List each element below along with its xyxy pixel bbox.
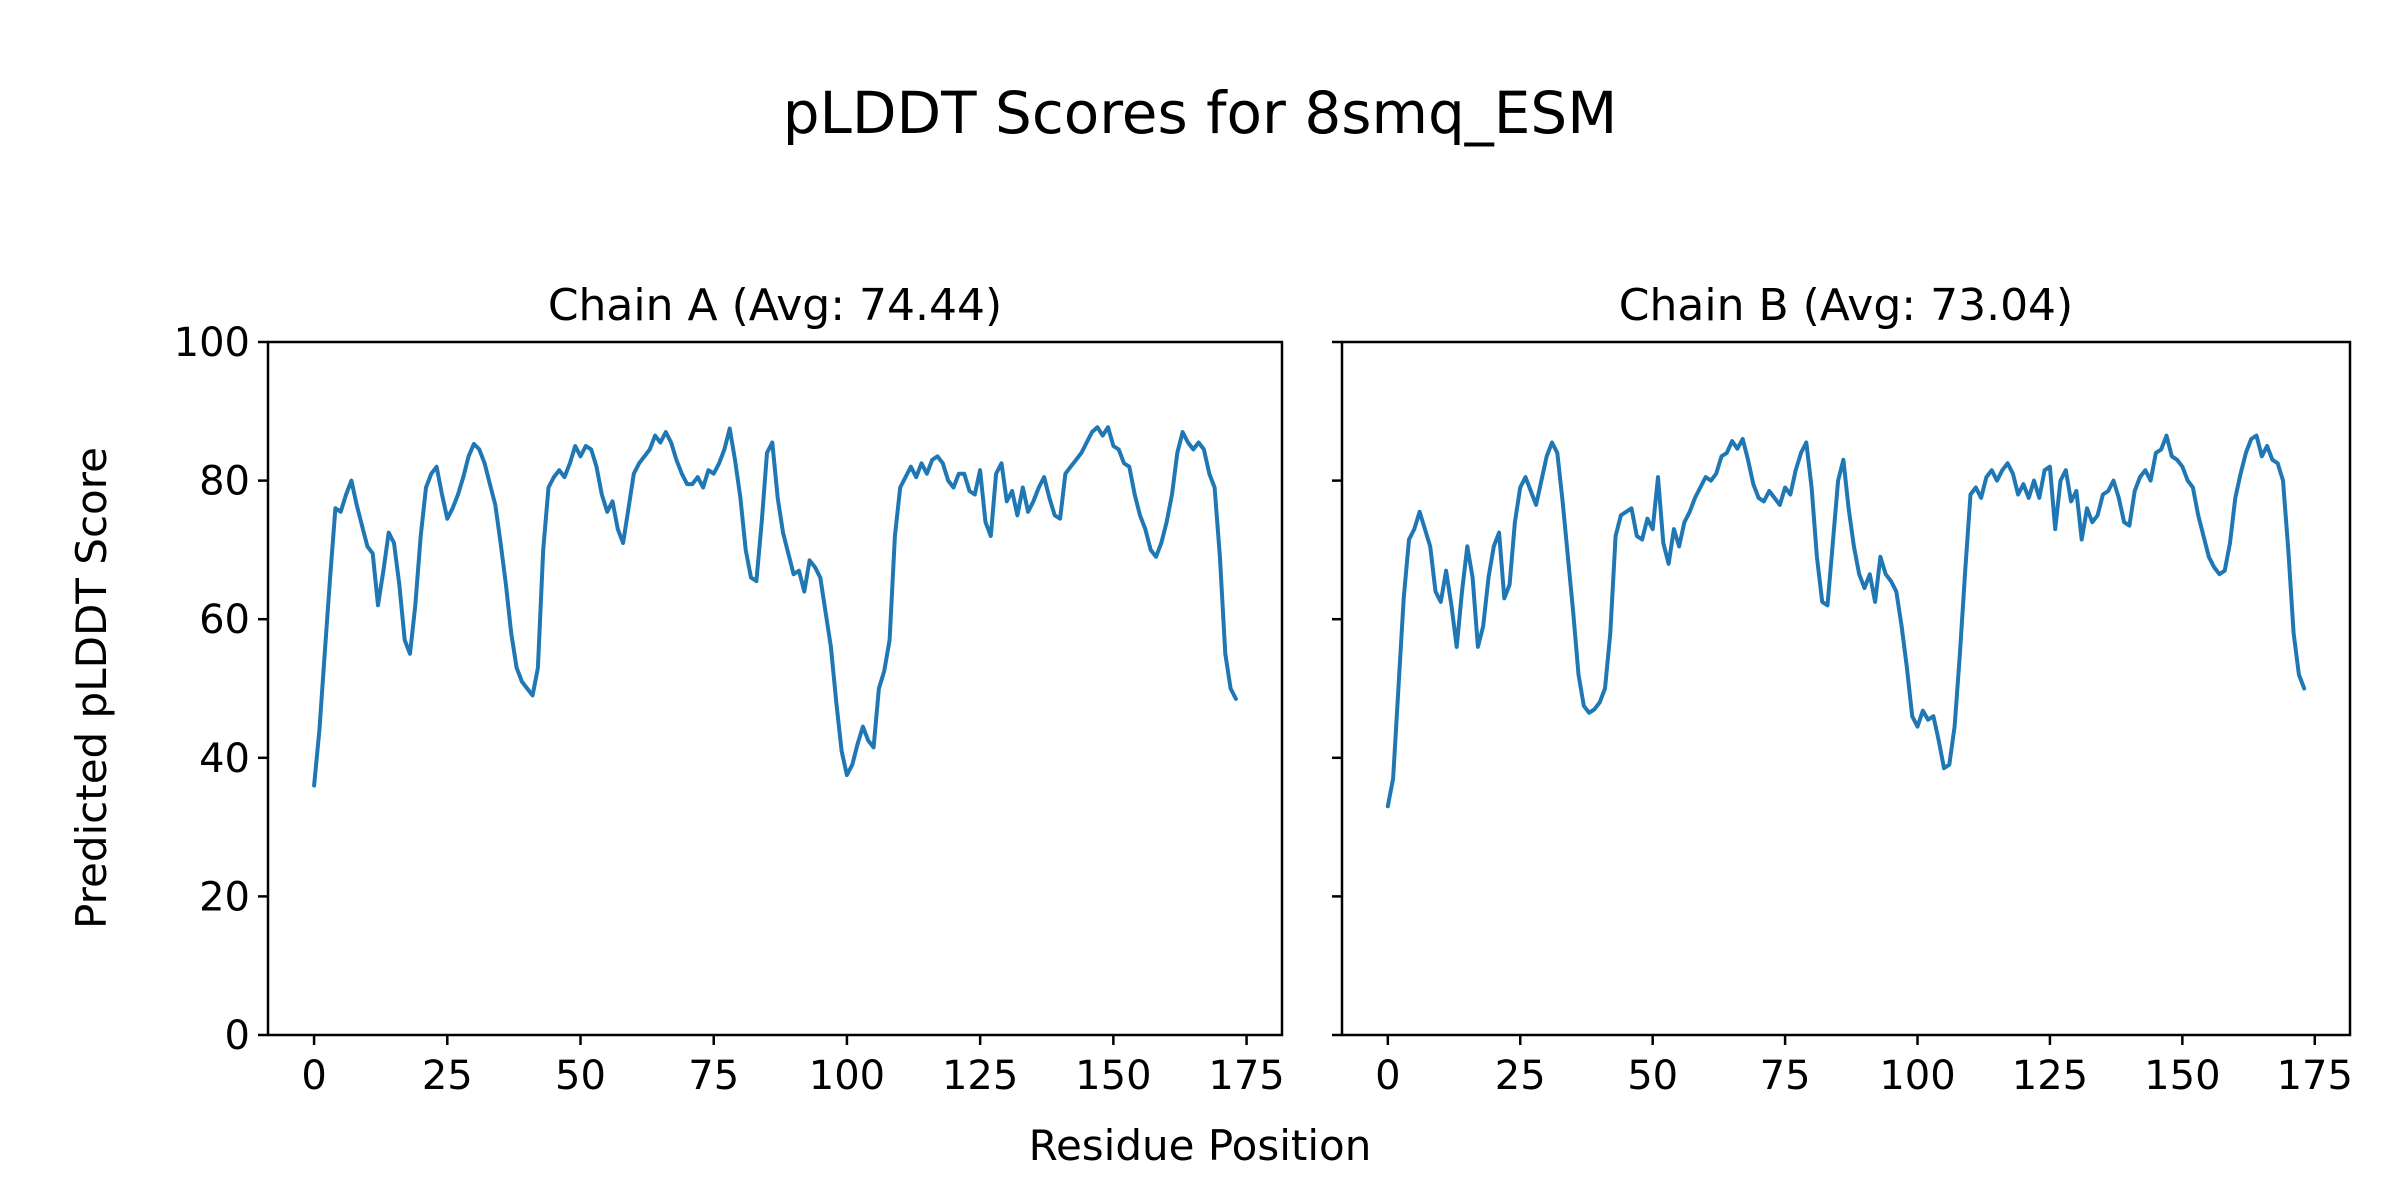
axes-frame <box>1340 340 2352 1037</box>
chain-b-plot: 0 25 50 75 100 125 150 175 <box>1332 340 2353 1099</box>
x-tick-label: 125 <box>2012 1053 2088 1099</box>
x-tick-label: 100 <box>809 1053 885 1099</box>
y-tick-label: 100 <box>174 320 250 366</box>
y-tick-label: 0 <box>225 1013 250 1059</box>
x-tick-label: 0 <box>301 1053 326 1099</box>
x-tick-label: 150 <box>2144 1053 2220 1099</box>
y-tick-label: 80 <box>199 459 250 505</box>
x-tick-label: 175 <box>1208 1053 1284 1099</box>
x-tick-label: 25 <box>1495 1053 1546 1099</box>
axes-frame <box>266 340 1284 1037</box>
x-tick-label: 175 <box>2277 1053 2353 1099</box>
chain-b-title: Chain B (Avg: 73.04) <box>1619 280 2073 331</box>
plddt-line-chain-a <box>312 425 1238 788</box>
x-tick-label: 25 <box>422 1053 473 1099</box>
x-axis-label: Residue Position <box>1029 1121 1372 1170</box>
x-tick-label: 0 <box>1375 1053 1400 1099</box>
y-axis-label: Predicted pLDDT Score <box>67 447 116 929</box>
figure-title: pLDDT Scores for 8smq_ESM <box>783 79 1618 147</box>
x-tick-label: 100 <box>1879 1053 1955 1099</box>
x-tick-label: 75 <box>688 1053 739 1099</box>
y-tick-label: 20 <box>199 874 250 920</box>
plddt-line-chain-b <box>1385 433 2307 809</box>
x-tick-label: 50 <box>1627 1053 1678 1099</box>
y-tick-label: 40 <box>199 736 250 782</box>
x-tick-label: 150 <box>1075 1053 1151 1099</box>
y-tick-label: 60 <box>199 597 250 643</box>
chain-a-plot: 0 25 50 75 100 125 150 175 0 20 40 60 80 100 <box>174 320 1285 1099</box>
x-tick-label: 50 <box>555 1053 606 1099</box>
x-tick-label: 75 <box>1760 1053 1811 1099</box>
x-tick-label: 125 <box>942 1053 1018 1099</box>
chain-a-title: Chain A (Avg: 74.44) <box>548 280 1002 331</box>
